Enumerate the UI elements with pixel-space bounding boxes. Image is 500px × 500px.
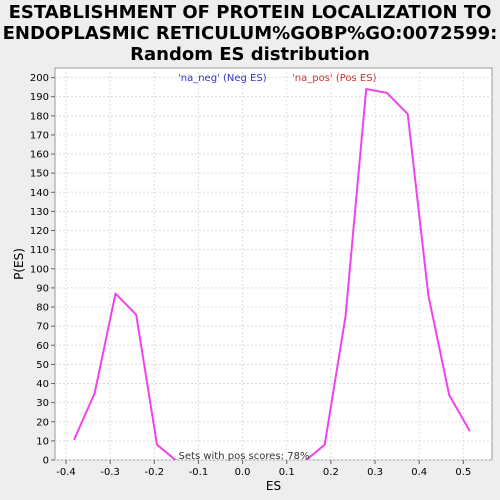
y-tick-label: 50 — [36, 360, 49, 371]
x-tick-label: 0.2 — [323, 467, 339, 478]
x-tick-label: 0.3 — [367, 467, 383, 478]
y-tick-label: 130 — [30, 207, 49, 218]
x-tick-label: -0.2 — [145, 467, 165, 478]
x-tick-label: -0.4 — [56, 467, 76, 478]
y-tick-label: 200 — [30, 73, 49, 84]
x-tick-label: 0.0 — [235, 467, 251, 478]
y-tick-label: 90 — [36, 283, 49, 294]
y-tick-label: 30 — [36, 398, 49, 409]
y-tick-label: 160 — [30, 150, 49, 161]
y-tick-label: 110 — [30, 245, 49, 256]
y-tick-label: 70 — [36, 322, 49, 333]
es-density-line — [73, 88, 471, 460]
y-tick-label: 120 — [30, 226, 49, 237]
chart-title-line-3: Random ES distribution — [130, 44, 370, 65]
y-tick-label: 0 — [43, 456, 49, 467]
y-tick-label: 80 — [36, 303, 49, 314]
y-tick-label: 170 — [30, 130, 49, 141]
series-layer — [73, 88, 471, 460]
y-tick-label: 60 — [36, 341, 49, 352]
x-tick-label: 0.5 — [455, 467, 471, 478]
grid-lines — [55, 68, 492, 461]
x-tick-label: 0.4 — [411, 467, 427, 478]
y-tick-label: 180 — [30, 111, 49, 122]
legend: 'na_neg' (Neg ES) 'na_pos' (Pos ES) — [178, 73, 377, 84]
legend-entry-na-neg: 'na_neg' (Neg ES) — [178, 73, 267, 84]
x-tick-label: -0.3 — [100, 467, 120, 478]
plot-area — [54, 67, 493, 461]
pos-scores-annotation: Sets with pos scores: 78% — [179, 451, 310, 462]
y-tick-label: 190 — [30, 92, 49, 103]
legend-entry-na-pos: 'na_pos' (Pos ES) — [292, 73, 377, 84]
x-tick-label: -0.1 — [189, 467, 209, 478]
chart-title-line-2: ENDOPLASMIC RETICULUM%GOBP%GO:0072599: — [2, 23, 498, 44]
y-tick-label: 140 — [30, 188, 49, 199]
x-axis-label: ES — [266, 479, 281, 493]
chart-title: ESTABLISHMENT OF PROTEIN LOCALIZATION TO… — [0, 2, 500, 65]
y-tick-label: 20 — [36, 417, 49, 428]
y-tick-label: 10 — [36, 436, 49, 447]
y-tick-label: 150 — [30, 169, 49, 180]
y-tick-label: 40 — [36, 379, 49, 390]
y-tick-label: 100 — [30, 264, 49, 275]
chart-title-line-1: ESTABLISHMENT OF PROTEIN LOCALIZATION TO — [8, 2, 492, 23]
x-tick-label: 0.1 — [279, 467, 295, 478]
y-axis-label: P(ES) — [12, 248, 26, 280]
axes: -0.4 -0.3 -0.2 -0.1 0.0 0.1 0.2 0.3 0.4 0.5 0 10 20 3… — [30, 73, 471, 478]
